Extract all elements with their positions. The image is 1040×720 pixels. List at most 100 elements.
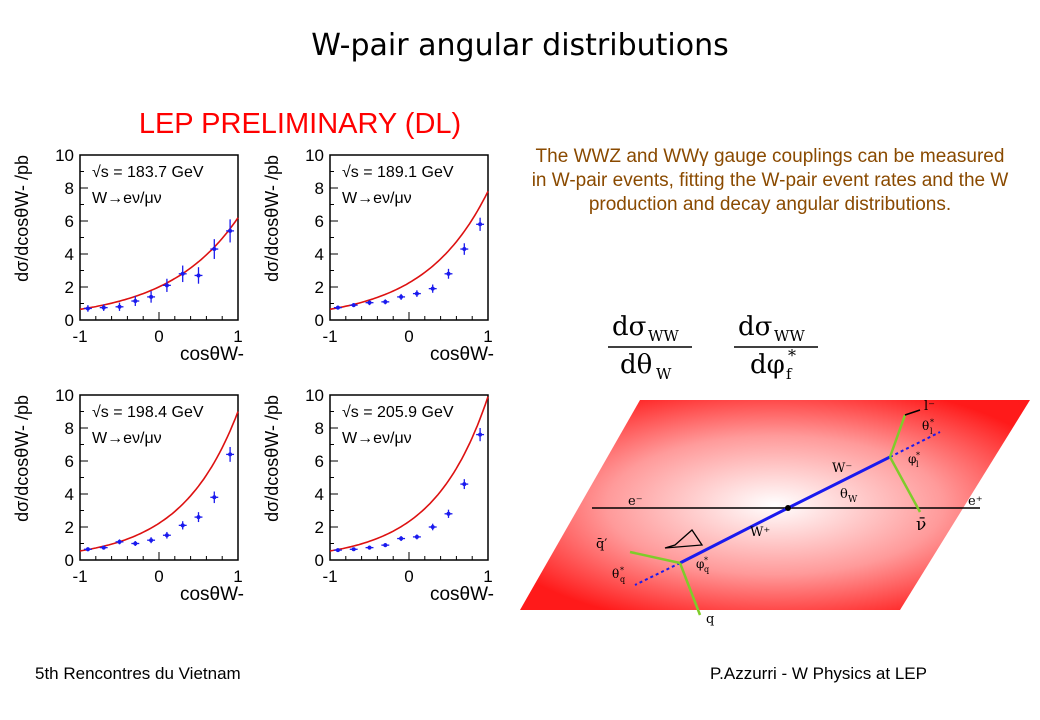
label-theta-q-sub: q bbox=[620, 575, 625, 584]
data-point bbox=[383, 299, 388, 304]
y-tick-label: 8 bbox=[315, 419, 324, 438]
x-tick-label: -1 bbox=[72, 567, 87, 586]
data-point bbox=[367, 545, 372, 550]
y-tick-label: 6 bbox=[315, 212, 324, 231]
quark-line bbox=[678, 562, 702, 616]
label-qbar-prime: q̄′ bbox=[596, 537, 607, 552]
y-axis-label: dσ/dcosθW- /pb bbox=[12, 155, 32, 282]
data-point bbox=[196, 515, 201, 520]
data-point bbox=[164, 283, 169, 288]
data-point bbox=[164, 533, 169, 538]
y-tick-label: 10 bbox=[305, 146, 324, 165]
channel-annotation: W→eν/μν bbox=[342, 190, 412, 207]
label-theta-l-sub: l bbox=[930, 427, 933, 436]
w-minus-line bbox=[787, 455, 891, 510]
antiquark-line bbox=[629, 550, 681, 565]
data-point bbox=[180, 523, 185, 528]
y-tick-label: 6 bbox=[65, 452, 74, 471]
x-tick-label: 1 bbox=[483, 567, 492, 586]
data-point bbox=[133, 541, 138, 546]
data-point bbox=[383, 543, 388, 548]
formula1-numerator: dσ bbox=[612, 312, 646, 342]
formula2-numerator: dσ bbox=[738, 312, 772, 342]
y-tick-label: 8 bbox=[315, 179, 324, 198]
x-tick-label: 1 bbox=[233, 567, 242, 586]
channel-annotation: W→eν/μν bbox=[342, 430, 412, 447]
footer-right: P.Azzurri - W Physics at LEP bbox=[710, 664, 927, 683]
description-text: The WWZ and WWγ gauge couplings can be m… bbox=[531, 146, 1009, 215]
data-point bbox=[85, 306, 90, 311]
y-tick-label: 8 bbox=[65, 179, 74, 198]
energy-annotation: √s = 189.1 GeV bbox=[342, 164, 454, 181]
fit-curve bbox=[79, 411, 239, 552]
footer-left: 5th Rencontres du Vietnam bbox=[35, 664, 241, 683]
slide-title: W-pair angular distributions bbox=[311, 28, 729, 63]
x-tick-label: -1 bbox=[322, 567, 337, 586]
energy-annotation: √s = 198.4 GeV bbox=[92, 404, 204, 421]
data-point bbox=[335, 548, 340, 553]
data-point bbox=[85, 547, 90, 552]
data-point bbox=[212, 247, 217, 252]
data-point bbox=[414, 534, 419, 539]
x-axis-label: cosθW- bbox=[180, 584, 244, 605]
formula2-num-sub: WW bbox=[774, 327, 805, 345]
data-point bbox=[367, 300, 372, 305]
formula1-den-sub: W bbox=[656, 365, 672, 380]
data-point bbox=[180, 271, 185, 276]
w-plus-extension bbox=[634, 562, 681, 586]
chart-subtitle: LEP PRELIMINARY (DL) bbox=[138, 108, 462, 140]
label-phi-l-star: * bbox=[916, 451, 920, 460]
x-axis-label: cosθW- bbox=[430, 584, 494, 605]
data-point bbox=[478, 432, 483, 437]
formula1-num-sub: WW bbox=[648, 327, 679, 345]
label-phi-l-sub: l bbox=[916, 460, 919, 469]
data-point bbox=[335, 305, 340, 310]
w-plus-line bbox=[679, 506, 789, 565]
data-point bbox=[101, 545, 106, 550]
ww-event-diagram: e⁻ e⁺ W⁻ W⁺ θ W q q̄′ ν̄ l⁻ θ l * φ l * … bbox=[520, 399, 1030, 627]
data-point bbox=[149, 294, 154, 299]
data-point bbox=[446, 511, 451, 516]
channel-annotation: W→eν/μν bbox=[92, 190, 162, 207]
label-phi-q-sub: q bbox=[704, 565, 709, 574]
y-axis-label: dσ/dcosθW- /pb bbox=[12, 395, 32, 522]
y-tick-label: 0 bbox=[65, 551, 74, 570]
x-tick-label: 0 bbox=[154, 567, 163, 586]
y-axis-label: dσ/dcosθW- /pb bbox=[262, 395, 282, 522]
label-e-plus: e⁺ bbox=[968, 494, 983, 509]
data-point bbox=[351, 547, 356, 552]
data-point bbox=[446, 271, 451, 276]
label-phi-q: φ bbox=[696, 557, 704, 571]
label-theta-w-sub: W bbox=[848, 495, 858, 505]
data-point bbox=[117, 539, 122, 544]
y-tick-label: 2 bbox=[315, 518, 324, 537]
data-point bbox=[228, 452, 233, 457]
x-tick-label: 1 bbox=[233, 327, 242, 346]
label-lepton: l⁻ bbox=[924, 399, 935, 414]
y-axis-label: dσ/dcosθW- /pb bbox=[262, 155, 282, 282]
label-theta-l-star: * bbox=[930, 418, 934, 427]
x-tick-label: -1 bbox=[322, 327, 337, 346]
label-q: q bbox=[706, 612, 714, 627]
formulas: dσ WW dθ W dσ WW dφ f * bbox=[608, 312, 818, 380]
data-point bbox=[196, 273, 201, 278]
label-w-plus: W⁺ bbox=[750, 525, 770, 540]
data-point bbox=[462, 482, 467, 487]
y-tick-label: 2 bbox=[315, 278, 324, 297]
formula1-denominator: dθ bbox=[620, 350, 652, 380]
neutrino-line bbox=[888, 456, 922, 513]
label-theta-w: θ bbox=[840, 487, 848, 502]
y-tick-label: 4 bbox=[315, 485, 324, 504]
y-tick-label: 10 bbox=[305, 386, 324, 405]
y-tick-label: 6 bbox=[65, 212, 74, 231]
data-point bbox=[414, 291, 419, 296]
y-tick-label: 0 bbox=[315, 551, 324, 570]
interaction-point bbox=[785, 505, 791, 511]
data-point bbox=[117, 304, 122, 309]
x-axis-label: cosθW- bbox=[180, 344, 244, 365]
y-tick-label: 0 bbox=[315, 311, 324, 330]
